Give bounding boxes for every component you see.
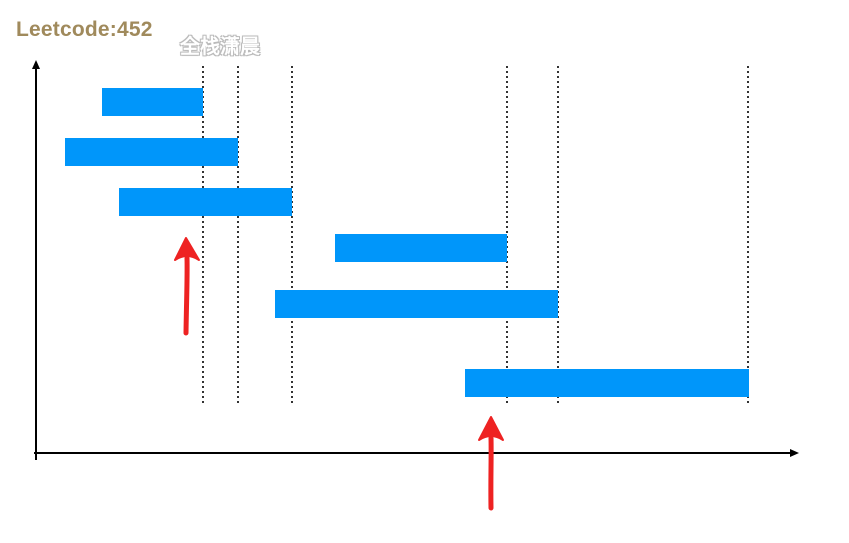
arrow-icon xyxy=(478,416,504,511)
interval-bar xyxy=(275,290,558,318)
interval-bars xyxy=(65,88,749,397)
interval-bar xyxy=(102,88,203,116)
interval-bar xyxy=(119,188,292,216)
page-title: Leetcode:452 xyxy=(16,18,153,41)
y-axis-arrowhead xyxy=(32,60,40,69)
interval-bar xyxy=(465,369,749,397)
x-axis-arrowhead xyxy=(790,449,799,457)
arrow-icon xyxy=(174,237,200,336)
watermark: 全栈潇晨 xyxy=(180,34,260,58)
interval-bar xyxy=(65,138,238,166)
interval-bar xyxy=(335,234,507,262)
